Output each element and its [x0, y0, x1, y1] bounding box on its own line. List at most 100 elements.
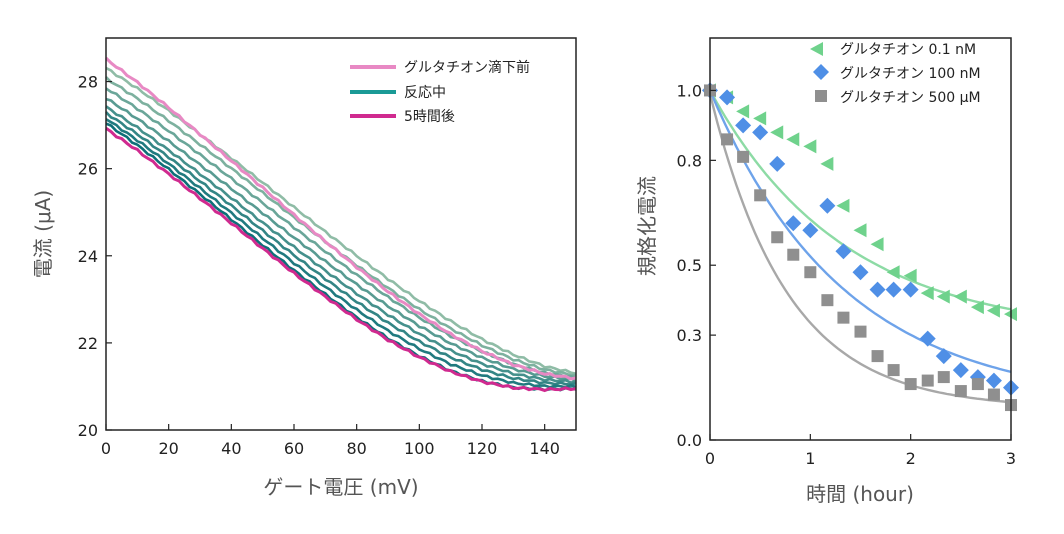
right-y-axis-label: 規格化電流	[635, 176, 659, 276]
data-point-0-1nM	[936, 289, 950, 304]
data-point-100nM	[785, 215, 802, 232]
data-point-100nM	[952, 362, 969, 379]
right-series-marks	[702, 82, 1019, 412]
data-point-0-1nM	[970, 300, 984, 315]
right-y-tick-label: 0.5	[677, 256, 702, 275]
legend-label-0-1nM: グルタチオン 0.1 nM	[840, 42, 976, 58]
left-x-tick-label: 140	[529, 439, 560, 458]
data-point-100nM	[752, 124, 769, 141]
data-point-0-1nM	[836, 198, 850, 213]
data-point-100nM	[919, 330, 936, 347]
data-point-0-1nM	[986, 303, 1000, 318]
data-point-500uM	[954, 385, 967, 398]
right-x-tick-label: 0	[705, 449, 715, 468]
right-ticks: 0 1 2 3 0.0 0.3 0.5 0.8 1.0	[677, 81, 1017, 468]
legend-marker-100nM	[813, 64, 829, 80]
data-point-500uM	[771, 231, 784, 244]
left-plot-frame	[105, 37, 577, 431]
data-point-500uM	[821, 294, 834, 307]
legend-label-after: 5時間後	[404, 109, 455, 125]
fit-curve-2	[708, 93, 1012, 404]
data-point-100nM	[719, 89, 736, 106]
right-plot-frame	[709, 37, 1012, 441]
data-point-500uM	[921, 374, 934, 387]
data-point-0-1nM	[853, 223, 867, 238]
left-y-tick-label: 24	[78, 247, 98, 266]
data-point-500uM	[971, 378, 984, 391]
right-y-tick-label: 0.3	[677, 326, 702, 345]
left-y-tick-label: 22	[78, 334, 98, 353]
left-x-tick-label: 100	[404, 439, 435, 458]
data-point-500uM	[887, 364, 900, 377]
data-point-0-1nM	[920, 286, 934, 301]
left-x-tick-label: 40	[221, 439, 241, 458]
right-x-axis-label: 時間 (hour)	[806, 482, 914, 506]
series-line-during-3	[105, 97, 577, 383]
left-y-tick-label: 26	[78, 160, 98, 179]
data-point-500uM	[754, 189, 767, 202]
data-point-0-1nM	[736, 104, 750, 119]
series-line-during-6	[105, 118, 577, 389]
data-point-100nM	[802, 222, 819, 239]
data-point-0-1nM	[903, 268, 917, 283]
series-line-before	[104, 56, 577, 381]
normalized-current-vs-time-chart: 0 1 2 3 0.0 0.3 0.5 0.8 1.0 時間 (hour) 規格化電流 グルタチ…	[635, 37, 1019, 506]
legend-label-100nM: グルタチオン 100 nM	[840, 66, 981, 82]
left-series-lines	[104, 56, 577, 393]
right-legend: グルタチオン 0.1 nM グルタチオン 100 nM グルタチオン 500 μ…	[810, 42, 981, 106]
data-point-500uM	[721, 133, 734, 146]
legend-label-before: グルタチオン滴下前	[404, 59, 530, 76]
fit-curve-1	[708, 89, 1012, 374]
series-line-after	[105, 126, 577, 393]
right-y-tick-label: 1.0	[677, 81, 702, 100]
left-x-tick-label: 0	[101, 439, 111, 458]
series-line-during-5	[105, 111, 577, 386]
series-line-during-2	[105, 87, 577, 379]
right-x-tick-label: 1	[805, 449, 815, 468]
legend-marker-500uM	[815, 90, 827, 102]
data-point-0-1nM	[886, 265, 900, 280]
series-line-during-1	[105, 76, 577, 377]
data-point-500uM	[737, 150, 750, 163]
right-x-tick-label: 3	[1006, 449, 1016, 468]
series-line-during-4	[105, 105, 577, 384]
left-y-axis-label: 電流 (μA)	[31, 190, 55, 278]
data-point-100nM	[835, 243, 852, 260]
data-point-100nM	[869, 281, 886, 298]
data-point-0-1nM	[753, 111, 767, 126]
left-x-axis-label: ゲート電圧 (mV)	[263, 475, 418, 499]
data-point-500uM	[854, 325, 867, 338]
legend-marker-0-1nM	[810, 42, 823, 56]
legend-label-500uM: グルタチオン 500 μM	[840, 90, 981, 106]
data-point-100nM	[769, 155, 786, 172]
data-point-0-1nM	[870, 237, 884, 252]
data-point-0-1nM	[770, 125, 784, 140]
data-point-100nM	[885, 281, 902, 298]
left-legend: グルタチオン滴下前 反応中 5時間後	[350, 59, 530, 125]
data-point-500uM	[987, 388, 1000, 401]
data-point-0-1nM	[803, 139, 817, 154]
right-y-tick-label: 0.8	[677, 151, 702, 170]
left-y-tick-label: 28	[78, 73, 98, 92]
data-point-0-1nM	[786, 132, 800, 147]
data-point-500uM	[804, 266, 817, 279]
data-point-100nM	[852, 264, 869, 281]
data-point-0-1nM	[953, 289, 967, 304]
data-point-500uM	[904, 378, 917, 391]
data-point-100nM	[902, 281, 919, 298]
data-point-100nM	[819, 197, 836, 214]
data-point-500uM	[837, 311, 850, 324]
left-y-tick-label: 20	[78, 421, 98, 440]
data-point-0-1nM	[820, 156, 834, 171]
data-point-500uM	[937, 371, 950, 384]
left-x-tick-label: 20	[158, 439, 178, 458]
legend-label-during: 反応中	[404, 85, 446, 101]
data-point-100nM	[985, 372, 1002, 389]
right-x-tick-label: 2	[906, 449, 916, 468]
left-x-tick-label: 80	[346, 439, 366, 458]
data-point-500uM	[871, 350, 884, 363]
